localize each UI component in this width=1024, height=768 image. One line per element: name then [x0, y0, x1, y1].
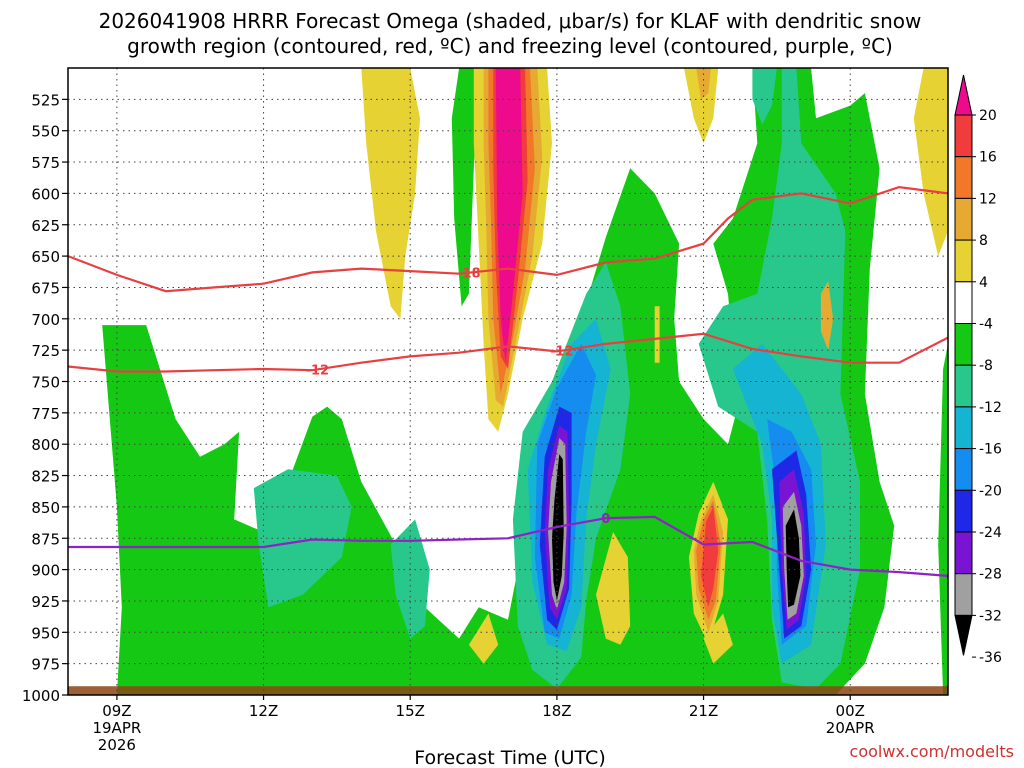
isotherm-label-text-1: -12	[306, 363, 330, 378]
omega-region-39	[647, 450, 662, 520]
omega-region-31	[701, 506, 719, 608]
colorbar-label-5: -4	[979, 317, 993, 333]
colorbar-label-0: 20	[979, 108, 997, 124]
colorbar-swatch-7	[954, 364, 973, 408]
x-tick-date-0: 19APR	[92, 719, 141, 737]
colorbar-label-8: -16	[979, 442, 1002, 458]
omega-region-34	[696, 68, 711, 100]
omega-region-36	[468, 613, 499, 664]
y-tick-label-15: 900	[31, 562, 60, 580]
colorbar-label-12: -32	[979, 608, 1002, 624]
omega-region-1	[913, 68, 948, 257]
colorbar-label-11: -28	[979, 567, 1002, 583]
colorbar-swatch-6	[954, 323, 973, 366]
colorbar-swatch-8	[954, 406, 973, 450]
colorbar-swatch-12	[954, 573, 973, 616]
omega-region-40	[752, 68, 777, 125]
x-tick-label-4: 21Z	[689, 702, 718, 720]
isotherm-label-text-2: -12	[550, 345, 574, 360]
isotherm-label-3: 0	[601, 512, 610, 527]
colorbar-swatch-5	[954, 281, 973, 324]
chart-title-line-1: 2026041908 HRRR Forecast Omega (shaded, …	[99, 9, 922, 33]
isotherm-label-0: -18	[457, 267, 481, 282]
y-tick-label-14: 875	[31, 530, 60, 548]
colorbar-swatch-9	[954, 448, 973, 491]
y-tick-label-18: 975	[31, 656, 60, 674]
colorbar-label-13: -36	[979, 650, 1002, 666]
temperature-isolines: -18 -12 -12 0	[68, 185, 948, 577]
omega-region-7	[253, 469, 352, 608]
omega-region-35	[820, 281, 834, 351]
colorbar-swatch-3	[954, 197, 973, 241]
colorbar-label-10: -24	[979, 525, 1002, 541]
x-tick-label-0: 09Z	[102, 702, 131, 720]
x-tick-label-2: 15Z	[396, 702, 425, 720]
y-tick-label-8: 725	[31, 342, 60, 360]
omega-colorbar: 20 16 12 8 4 -4 -8 -12 -16 -20 -24 -28 -32 -36	[954, 74, 1002, 666]
isotherm-line-2	[68, 515, 948, 577]
y-tick-label-13: 850	[31, 499, 60, 517]
isotherm-line-0	[68, 185, 948, 293]
isotherm-label-2: -12	[550, 345, 574, 360]
chart-title-line-2: growth region (contoured, red, ºC) and f…	[127, 34, 893, 58]
x-tick-label-1: 12Z	[249, 702, 278, 720]
colorbar-swatch-11	[954, 531, 973, 575]
x-tick-label-3: 18Z	[542, 702, 571, 720]
y-tick-label-6: 675	[31, 279, 60, 297]
omega-region-0	[361, 68, 420, 319]
y-tick-label-5: 650	[31, 248, 60, 266]
colorbar-swatch-10	[954, 489, 973, 533]
y-tick-label-12: 825	[31, 468, 60, 486]
y-tick-label-16: 925	[31, 593, 60, 611]
colorbar-label-3: 8	[979, 233, 988, 249]
y-tick-label-17: 950	[31, 624, 60, 642]
x-tick-date-5: 20APR	[826, 719, 875, 737]
omega-region-32	[596, 532, 631, 645]
isotherm-line-1	[68, 332, 948, 373]
y-tick-label-7: 700	[31, 311, 60, 329]
colorbar-bottom-arrow	[954, 614, 973, 656]
omega-region-38	[654, 306, 660, 363]
colorbar-swatch-2	[954, 156, 973, 199]
colorbar-label-9: -20	[979, 483, 1002, 499]
dotted-grid	[68, 68, 948, 696]
omega-region-37	[703, 613, 733, 664]
colorbar-label-7: -12	[979, 400, 1002, 416]
y-tick-label-9: 750	[31, 374, 60, 392]
omega-region-27	[495, 68, 523, 363]
y-tick-label-1: 550	[31, 123, 60, 141]
x-tick-label-5: 00Z	[836, 702, 865, 720]
x-axis-label: Forecast Time (UTC)	[414, 747, 605, 768]
colorbar-swatch-4	[954, 239, 973, 283]
y-tick-label-19: 1000	[22, 687, 60, 705]
y-tick-label-2: 575	[31, 154, 60, 172]
omega-region-5	[451, 68, 479, 307]
y-tick-label-10: 775	[31, 405, 60, 423]
y-tick-label-3: 600	[31, 185, 60, 203]
omega-region-6	[938, 343, 948, 695]
y-tick-label-11: 800	[31, 436, 60, 454]
y-tick-label-0: 525	[31, 91, 60, 109]
omega-region-33	[684, 68, 719, 144]
credit-text: coolwx.com/modelts	[850, 742, 1014, 761]
isotherm-label-text-3: 0	[601, 512, 610, 527]
isotherm-label-text-0: -18	[457, 267, 481, 282]
colorbar-label-6: -8	[979, 358, 993, 374]
ground-surface	[68, 686, 948, 695]
isotherm-label-1: -12	[306, 363, 330, 378]
plot-area: -18 -12 -12 0	[67, 67, 949, 696]
colorbar-label-1: 16	[979, 150, 997, 166]
y-tick-label-4: 625	[31, 217, 60, 235]
colorbar-top-arrow	[954, 74, 973, 116]
pressure-axis: 525 550 575 600 625 650 675 700 725 750 775 800 825 8…	[22, 91, 68, 705]
colorbar-swatch-1	[954, 114, 973, 158]
colorbar-label-2: 12	[979, 191, 997, 207]
x-tick-year-0: 2026	[98, 736, 136, 754]
colorbar-label-4: 4	[979, 275, 988, 291]
omega-region-8	[390, 519, 430, 639]
